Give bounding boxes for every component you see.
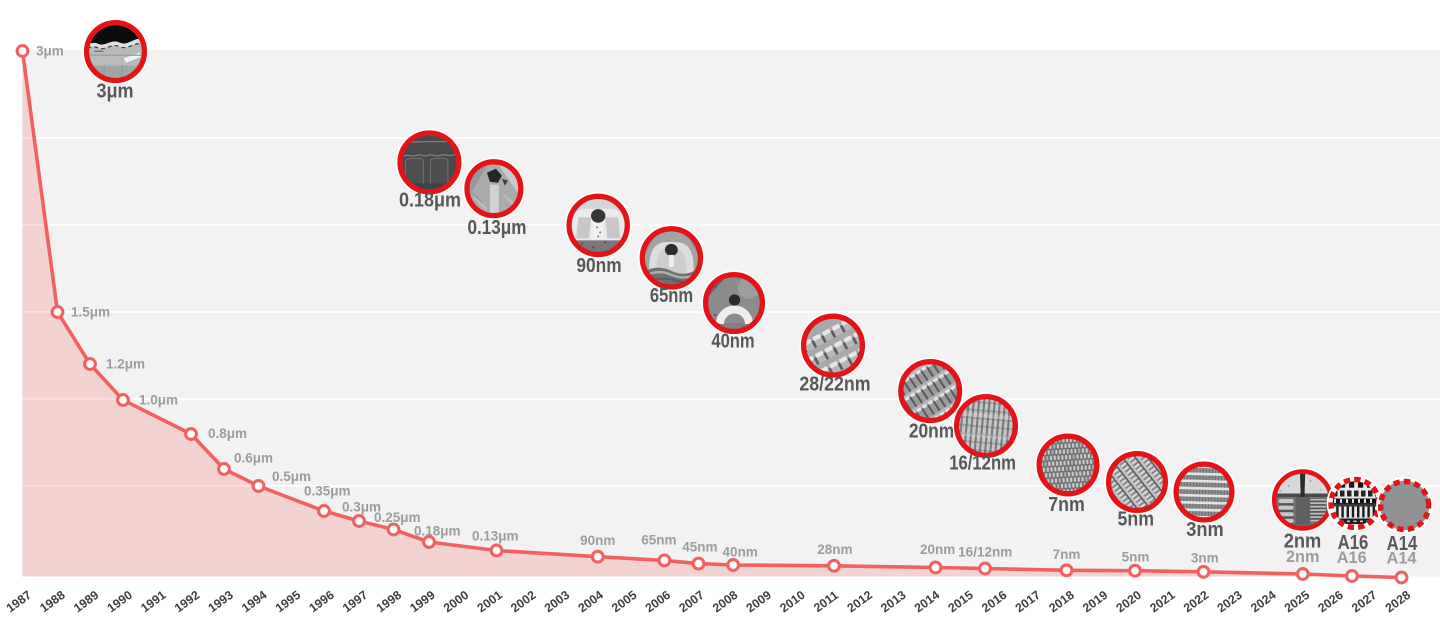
svg-text:45nm: 45nm (682, 540, 717, 555)
svg-text:0.13μm: 0.13μm (468, 217, 527, 239)
svg-text:3nm: 3nm (1186, 519, 1223, 541)
svg-text:3μm: 3μm (96, 81, 133, 103)
svg-text:2nm: 2nm (1284, 531, 1322, 553)
svg-text:16/12nm: 16/12nm (949, 453, 1016, 475)
svg-text:65nm: 65nm (641, 532, 676, 547)
svg-text:0.6μm: 0.6μm (234, 451, 273, 466)
svg-text:5nm: 5nm (1118, 509, 1155, 531)
svg-text:0.8μm: 0.8μm (208, 426, 247, 441)
svg-text:0.25μm: 0.25μm (374, 510, 421, 525)
svg-text:20nm: 20nm (920, 542, 955, 557)
svg-text:A14: A14 (1387, 550, 1417, 568)
svg-text:0.18μm: 0.18μm (399, 190, 461, 212)
svg-text:0.3μm: 0.3μm (342, 500, 381, 515)
svg-text:16/12nm: 16/12nm (958, 545, 1012, 560)
svg-text:90nm: 90nm (576, 255, 621, 277)
svg-text:5nm: 5nm (1122, 550, 1150, 565)
svg-text:2nm: 2nm (1286, 548, 1319, 566)
svg-text:40nm: 40nm (711, 330, 754, 352)
svg-text:28/22nm: 28/22nm (799, 374, 870, 396)
svg-text:A16: A16 (1338, 532, 1369, 554)
svg-text:1.2μm: 1.2μm (106, 357, 145, 372)
svg-text:90nm: 90nm (580, 533, 615, 548)
svg-text:0.13μm: 0.13μm (472, 529, 519, 544)
svg-text:3nm: 3nm (1191, 551, 1219, 566)
svg-text:0.5μm: 0.5μm (272, 469, 311, 484)
svg-text:7nm: 7nm (1053, 547, 1081, 562)
svg-text:28nm: 28nm (817, 542, 852, 557)
svg-text:1.0μm: 1.0μm (139, 393, 178, 408)
svg-text:A14: A14 (1387, 533, 1418, 555)
svg-text:0.35μm: 0.35μm (304, 484, 351, 499)
svg-text:65nm: 65nm (650, 285, 693, 307)
svg-text:1.5μm: 1.5μm (71, 305, 110, 320)
svg-text:40nm: 40nm (723, 544, 758, 559)
svg-text:3μm: 3μm (36, 44, 64, 59)
svg-text:7nm: 7nm (1048, 494, 1085, 516)
svg-text:20nm: 20nm (909, 420, 954, 442)
svg-text:A16: A16 (1337, 549, 1367, 567)
svg-text:0.18μm: 0.18μm (414, 524, 461, 539)
